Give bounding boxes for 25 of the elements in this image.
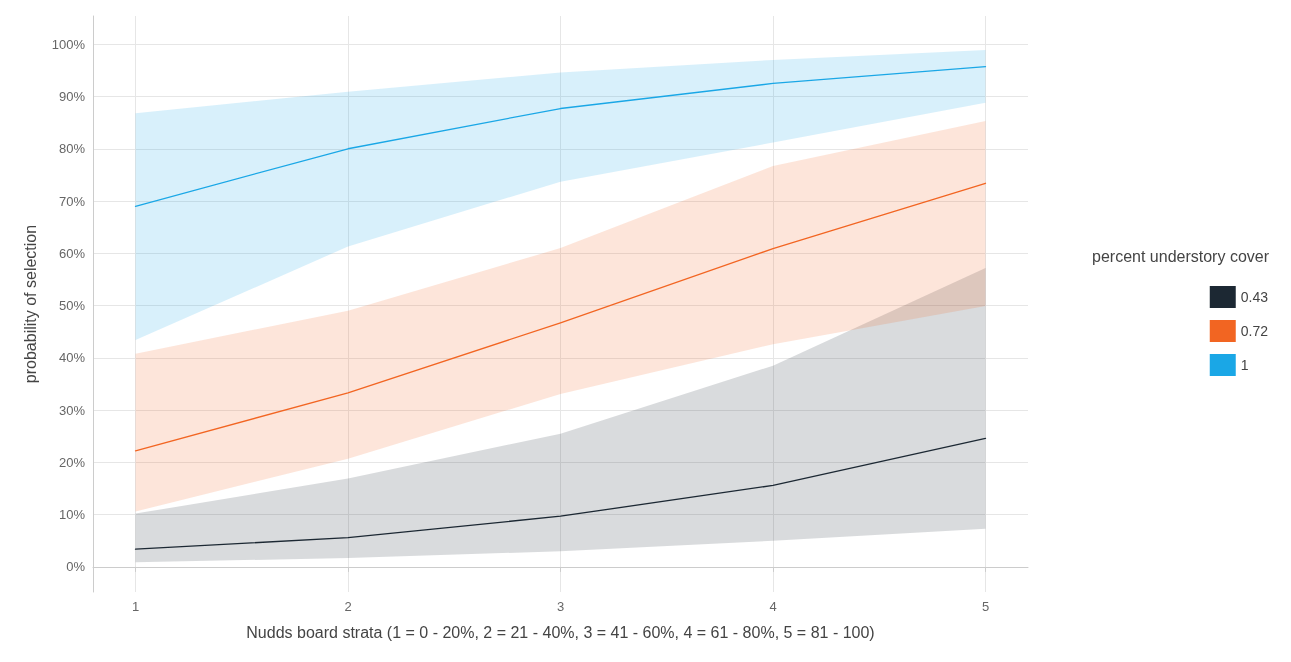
line-series — [134, 66, 987, 207]
x-tick-label: 1 — [131, 599, 140, 614]
legend-label: 0.43 — [1240, 289, 1269, 305]
y-tick-label: 10% — [58, 507, 86, 523]
y-tick-label: 60% — [58, 245, 86, 261]
line-series — [134, 182, 987, 452]
y-tick-label: 40% — [58, 350, 86, 366]
y-tick-label: 80% — [58, 141, 86, 157]
x-tick-label: 3 — [556, 599, 565, 614]
y-tick-label: 70% — [58, 193, 86, 209]
legend-label: 1 — [1240, 357, 1249, 373]
legend-label: 0.72 — [1240, 323, 1269, 339]
y-tick-label: 100% — [51, 36, 86, 52]
x-axis-title: Nudds board strata (1 = 0 - 20%, 2 = 21 - 40%, 3 = 41 - 60%, 4 = 61 - 80%, 5 = 81 - 100) — [246, 623, 875, 641]
y-tick-label: 20% — [58, 454, 86, 470]
y-tick-label: 30% — [58, 402, 86, 418]
y-tick-label: 90% — [58, 88, 86, 104]
y-tick-label: 50% — [58, 298, 86, 314]
x-tick-label: 5 — [981, 599, 990, 614]
x-tick-label: 2 — [344, 599, 352, 614]
legend-title: percent understory cover — [1092, 247, 1270, 265]
line-series — [134, 437, 987, 550]
y-axis-title: probability of selection — [21, 224, 39, 384]
x-tick-label: 4 — [769, 599, 777, 614]
y-tick-label: 0% — [66, 559, 86, 575]
